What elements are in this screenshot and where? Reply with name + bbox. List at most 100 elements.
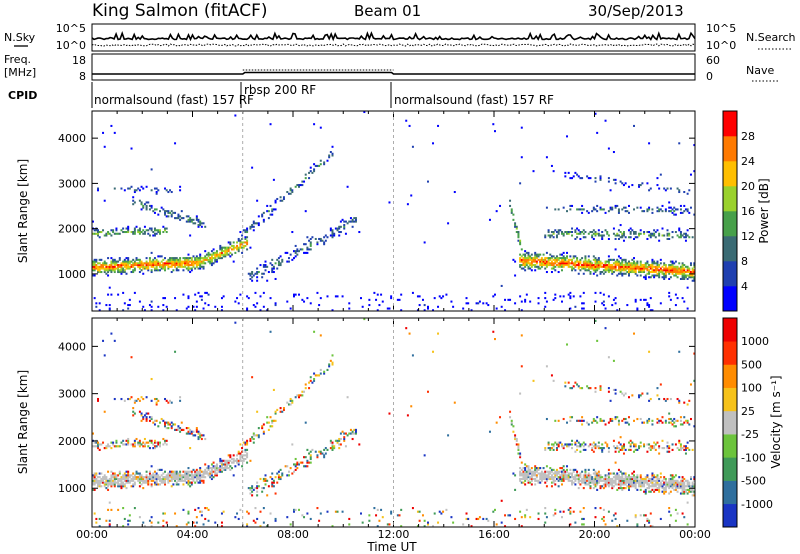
power-cell <box>237 248 240 251</box>
velocity-cell <box>197 474 200 477</box>
power-cell <box>589 262 592 265</box>
power-cell <box>579 232 582 235</box>
power-cell <box>619 272 622 275</box>
velocity-cell <box>597 476 600 479</box>
power-cell <box>654 236 657 239</box>
velocity-cell <box>433 512 436 515</box>
velocity-cell <box>261 427 264 430</box>
power-cell <box>601 208 604 211</box>
power-cell <box>651 232 654 235</box>
velocity-cell <box>607 479 610 482</box>
power-cell <box>143 231 146 234</box>
power-cell <box>361 305 364 308</box>
velocity-cell <box>128 476 131 479</box>
power-cell <box>664 271 667 274</box>
power-cell <box>125 264 128 267</box>
velocity-cell <box>572 468 575 471</box>
velocity-cell <box>132 410 135 413</box>
velocity-cell <box>557 441 560 444</box>
velocity-cell <box>179 399 182 402</box>
velocity-cell <box>649 448 652 451</box>
power-cell <box>122 262 125 265</box>
velocity-cell <box>658 488 661 491</box>
power-cell <box>398 298 401 301</box>
power-cell <box>241 243 244 246</box>
velocity-cell <box>641 392 644 395</box>
power-cell <box>259 295 262 298</box>
velocity-cell <box>108 479 111 482</box>
velocity-cell <box>663 483 666 486</box>
power-cell <box>524 257 527 260</box>
power-cell <box>607 180 610 183</box>
velocity-cell <box>143 525 146 528</box>
power-cell <box>237 237 240 240</box>
noise-sky-line <box>91 31 696 42</box>
velocity-cell <box>510 419 513 422</box>
velocity-cell <box>125 476 128 479</box>
velocity-cell <box>164 481 167 484</box>
velocity-cell <box>646 476 649 479</box>
power-cell <box>159 262 161 265</box>
power-cell <box>209 258 212 261</box>
velocity-cell <box>656 421 659 424</box>
velocity-cell <box>654 443 657 446</box>
power-cell <box>162 309 165 312</box>
velocity-cell <box>638 447 641 450</box>
velocity-cell <box>336 510 339 513</box>
velocity-cell <box>646 392 649 395</box>
power-cell <box>582 264 585 267</box>
velocity-cell <box>572 476 575 479</box>
velocity-cell <box>192 477 195 481</box>
velocity-cell <box>562 417 565 421</box>
power-cell <box>199 255 202 258</box>
power-cell <box>646 182 649 185</box>
power-cell <box>525 264 528 267</box>
velocity-cell <box>334 510 337 513</box>
velocity-cell <box>616 474 619 477</box>
velocity-cell <box>540 479 543 482</box>
velocity-cell <box>599 485 602 488</box>
velocity-cell <box>172 470 175 473</box>
power-cell <box>621 264 624 267</box>
power-cell <box>153 232 156 235</box>
freq-right-tick-bottom: 0 <box>706 70 713 83</box>
velocity-cell <box>599 476 602 479</box>
power-cell <box>622 267 625 270</box>
velocity-cell <box>259 477 262 481</box>
velocity-cell <box>661 490 664 493</box>
power-cell <box>256 276 259 279</box>
velocity-cell <box>520 461 523 464</box>
power-cell <box>152 234 155 237</box>
velocity-cell <box>607 390 610 393</box>
velocity-cell <box>691 488 694 491</box>
velocity-cell <box>599 387 602 390</box>
power-cell <box>169 260 172 263</box>
velocity-cell <box>609 399 612 402</box>
velocity-cell <box>187 467 190 470</box>
power-cell <box>614 269 617 272</box>
velocity-cell <box>529 516 532 519</box>
power-cell <box>147 264 150 267</box>
velocity-cell <box>142 476 145 479</box>
power-cell <box>688 211 691 214</box>
power-cell <box>140 203 143 206</box>
velocity-cell <box>197 481 200 484</box>
velocity-cell <box>143 445 146 448</box>
power-cell <box>145 267 148 270</box>
velocity-cell <box>586 476 589 479</box>
power-cell <box>674 208 677 211</box>
power-cell <box>162 304 165 307</box>
velocity-cell <box>309 376 312 379</box>
velocity-cell <box>592 445 595 448</box>
power-cell <box>547 257 550 260</box>
power-cell <box>150 265 153 268</box>
velocity-cell <box>614 392 617 395</box>
velocity-cell <box>190 470 193 473</box>
velocity-cell <box>132 443 135 446</box>
velocity-cell <box>537 479 540 482</box>
velocity-cell <box>581 443 584 446</box>
velocity-cell <box>534 472 537 475</box>
velocity-cell <box>607 476 610 479</box>
power-cell <box>592 206 595 209</box>
